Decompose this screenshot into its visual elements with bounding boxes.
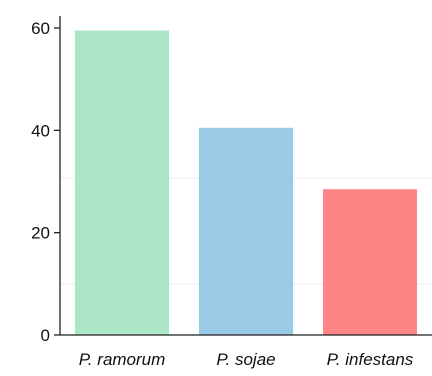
y-axis-ticks: 0 20 40 60 <box>31 19 60 345</box>
x-axis-labels: P. ramorum P. sojae P. infestans <box>79 350 414 369</box>
bar-2 <box>323 189 417 335</box>
bar-1 <box>199 127 293 336</box>
bar-0 <box>75 30 169 336</box>
y-tick-label-2: 40 <box>31 121 50 140</box>
x-category-label-2: P. infestans <box>327 350 414 369</box>
y-tick-label-0: 0 <box>41 326 50 345</box>
x-category-label-1: P. sojae <box>216 350 275 369</box>
bars-group <box>75 30 417 336</box>
y-tick-label-3: 60 <box>31 19 50 38</box>
x-category-label-0: P. ramorum <box>79 350 166 369</box>
y-tick-label-1: 20 <box>31 224 50 243</box>
